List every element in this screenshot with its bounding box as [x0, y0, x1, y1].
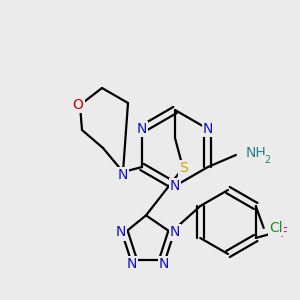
Text: N: N: [137, 122, 147, 136]
Text: N: N: [116, 225, 126, 239]
Text: Cl: Cl: [269, 221, 283, 235]
Text: N: N: [203, 122, 213, 136]
Text: N: N: [159, 257, 169, 271]
Text: N: N: [118, 168, 128, 182]
Text: N: N: [127, 257, 137, 271]
Text: F: F: [280, 226, 288, 240]
Text: S: S: [178, 161, 188, 175]
Text: 2: 2: [264, 155, 270, 165]
Text: O: O: [73, 98, 83, 112]
Text: N: N: [170, 179, 180, 193]
Text: N: N: [170, 225, 180, 239]
Text: NH: NH: [246, 146, 267, 160]
